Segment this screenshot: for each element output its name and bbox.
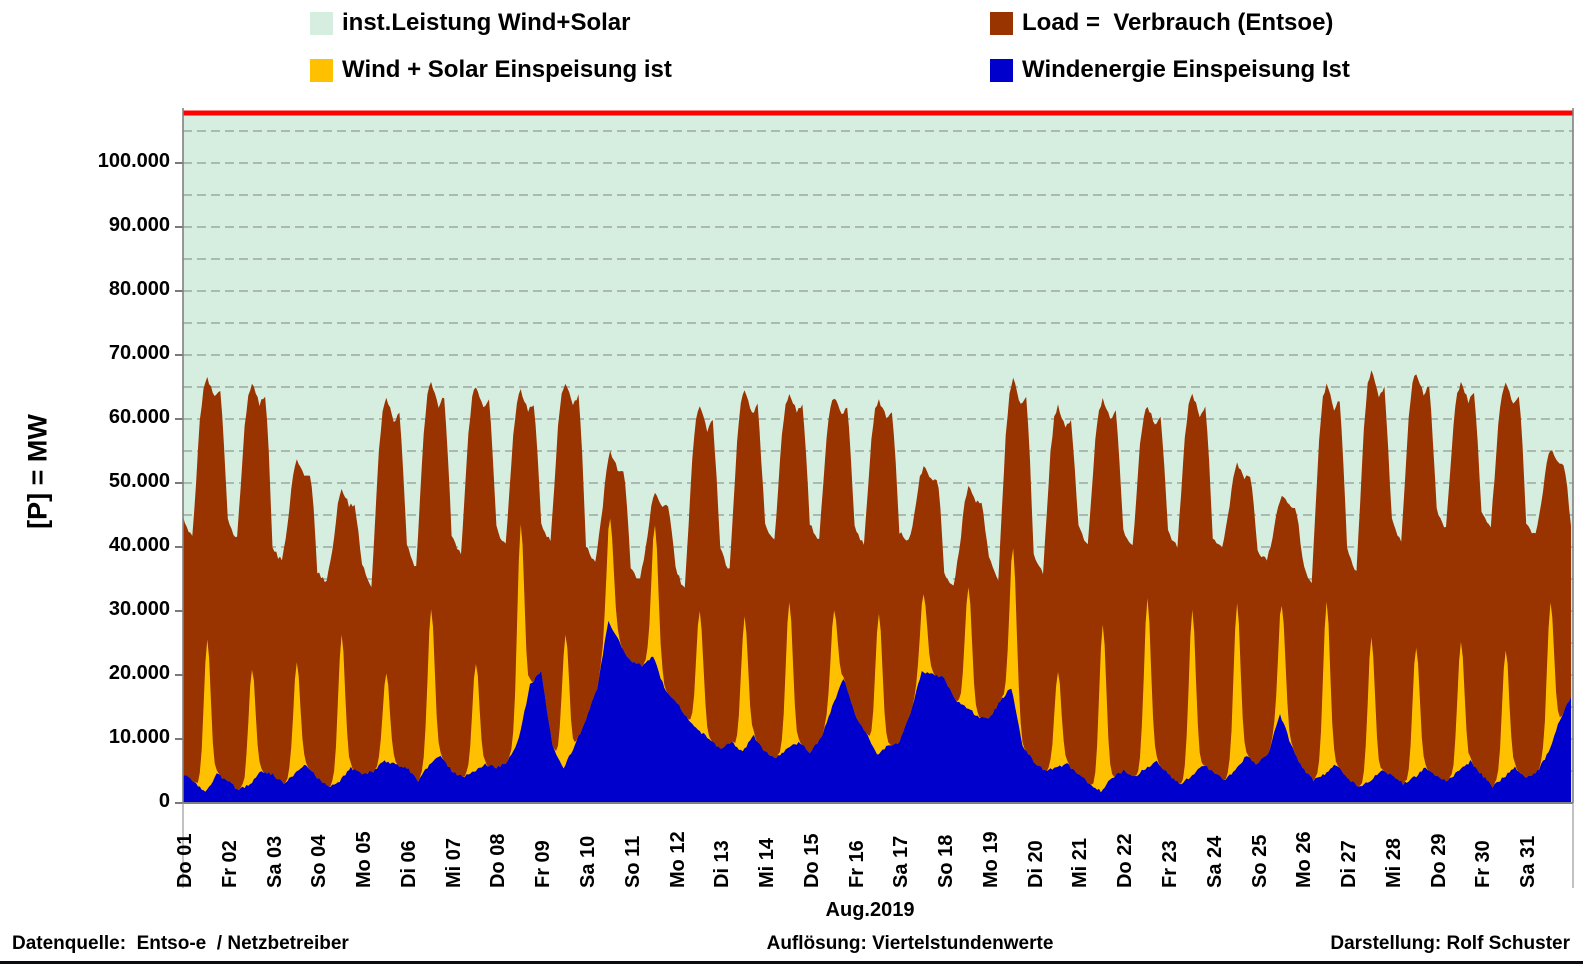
- legend-item-wind: Windenergie Einspeisung Ist: [990, 56, 1350, 84]
- x-day-label-4: So 04: [308, 834, 331, 888]
- legend-label-load: Load = Verbrauch (Entsoe): [1022, 9, 1334, 36]
- x-day-label-14: Mi 14: [756, 837, 779, 888]
- x-day-label-28: Mi 28: [1382, 837, 1405, 888]
- y-tick-label-40000: 40.000: [108, 534, 170, 556]
- y-tick-label-0: 0: [158, 790, 170, 812]
- x-day-label-16: Fr 16: [845, 840, 868, 888]
- x-day-label-6: Di 06: [397, 840, 420, 888]
- y-tick-label-50000: 50.000: [108, 470, 170, 492]
- x-day-label-29: Do 29: [1427, 833, 1450, 888]
- x-day-label-31: Sa 31: [1517, 835, 1540, 888]
- x-day-label-25: So 25: [1248, 834, 1271, 888]
- y-tick-label-90000: 90.000: [108, 214, 170, 236]
- y-tick-label-70000: 70.000: [108, 342, 170, 364]
- x-day-label-23: Fr 23: [1159, 840, 1182, 888]
- windsolar-feedin-swatch: [310, 58, 333, 82]
- x-day-label-9: Fr 09: [532, 840, 555, 888]
- x-day-label-7: Mi 07: [442, 837, 465, 888]
- wind-feedin-swatch: [990, 58, 1013, 82]
- x-day-label-13: Di 13: [711, 840, 734, 888]
- legend-label-installed: inst.Leistung Wind+Solar: [342, 9, 631, 36]
- x-day-label-8: Do 08: [487, 833, 510, 888]
- x-day-label-24: Sa 24: [1203, 835, 1226, 888]
- x-day-label-22: Do 22: [1114, 833, 1137, 888]
- x-day-label-26: Mo 26: [1293, 831, 1316, 888]
- footer-author: Darstellung: Rolf Schuster: [1330, 933, 1570, 954]
- x-day-label-15: Do 15: [800, 833, 823, 888]
- legend-item-installed: inst.Leistung Wind+Solar: [310, 9, 630, 37]
- y-tick-label-80000: 80.000: [108, 278, 170, 300]
- x-day-label-20: Di 20: [1024, 840, 1047, 888]
- x-day-label-17: Sa 17: [890, 835, 913, 888]
- legend-label-windsolar: Wind + Solar Einspeisung ist: [342, 56, 672, 83]
- bottom-border-line: [0, 961, 1583, 964]
- x-day-label-11: So 11: [621, 835, 644, 888]
- x-day-label-3: Sa 03: [263, 835, 286, 888]
- footer-resolution: Auflösung: Viertelstundenwerte: [766, 933, 1054, 954]
- y-tick-label-60000: 60.000: [108, 406, 170, 428]
- load-swatch: [990, 11, 1013, 35]
- y-tick-label-100000: 100.000: [97, 150, 170, 172]
- x-day-label-18: So 18: [935, 834, 958, 888]
- legend-item-windsolar: Wind + Solar Einspeisung ist: [310, 56, 672, 84]
- y-tick-label-10000: 10.000: [108, 726, 170, 748]
- footer-source: Datenquelle: Entso-e / Netzbetreiber: [12, 933, 349, 954]
- y-tick-label-30000: 30.000: [108, 598, 170, 620]
- y-tick-label-20000: 20.000: [108, 662, 170, 684]
- series-wind-area: [183, 620, 1571, 803]
- x-day-label-5: Mo 05: [353, 831, 376, 888]
- x-day-label-27: Di 27: [1338, 840, 1361, 888]
- month-label: Aug.2019: [825, 899, 915, 921]
- x-day-label-2: Fr 02: [218, 840, 241, 888]
- legend-label-wind: Windenergie Einspeisung Ist: [1022, 56, 1350, 83]
- y-axis-ticks: [175, 162, 183, 804]
- x-day-label-19: Mo 19: [979, 831, 1002, 888]
- x-day-label-1: Do 01: [174, 833, 196, 888]
- x-day-label-10: Sa 10: [576, 835, 599, 888]
- x-day-label-30: Fr 30: [1472, 840, 1495, 888]
- x-day-label-12: Mo 12: [666, 831, 689, 888]
- legend-item-load: Load = Verbrauch (Entsoe): [990, 9, 1333, 37]
- x-day-label-21: Mi 21: [1069, 837, 1092, 888]
- installed-capacity-swatch: [310, 11, 333, 35]
